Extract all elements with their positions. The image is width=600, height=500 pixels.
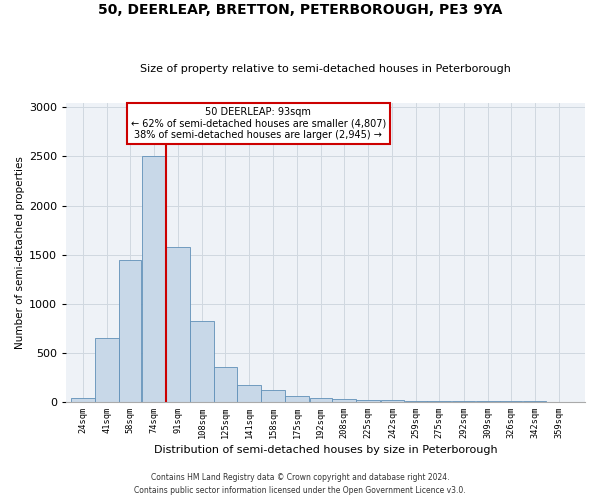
Y-axis label: Number of semi-detached properties: Number of semi-detached properties xyxy=(15,156,25,348)
Bar xyxy=(356,400,380,402)
Bar xyxy=(142,156,166,402)
Text: 50, DEERLEAP, BRETTON, PETERBOROUGH, PE3 9YA: 50, DEERLEAP, BRETTON, PETERBOROUGH, PE3… xyxy=(98,2,502,16)
Bar xyxy=(214,368,236,402)
Bar xyxy=(310,398,332,402)
Bar xyxy=(286,396,309,402)
Bar xyxy=(190,322,214,402)
Bar xyxy=(237,384,261,402)
Title: Size of property relative to semi-detached houses in Peterborough: Size of property relative to semi-detach… xyxy=(140,64,511,74)
Text: Contains HM Land Registry data © Crown copyright and database right 2024.
Contai: Contains HM Land Registry data © Crown c… xyxy=(134,474,466,495)
Bar xyxy=(405,400,427,402)
Bar xyxy=(166,246,190,402)
Bar xyxy=(119,260,142,402)
Text: 50 DEERLEAP: 93sqm
← 62% of semi-detached houses are smaller (4,807)
38% of semi: 50 DEERLEAP: 93sqm ← 62% of semi-detache… xyxy=(131,107,386,140)
Bar xyxy=(427,401,451,402)
Bar xyxy=(71,398,95,402)
Bar xyxy=(261,390,285,402)
Bar xyxy=(332,399,356,402)
Bar xyxy=(380,400,404,402)
Bar xyxy=(95,338,119,402)
X-axis label: Distribution of semi-detached houses by size in Peterborough: Distribution of semi-detached houses by … xyxy=(154,445,497,455)
